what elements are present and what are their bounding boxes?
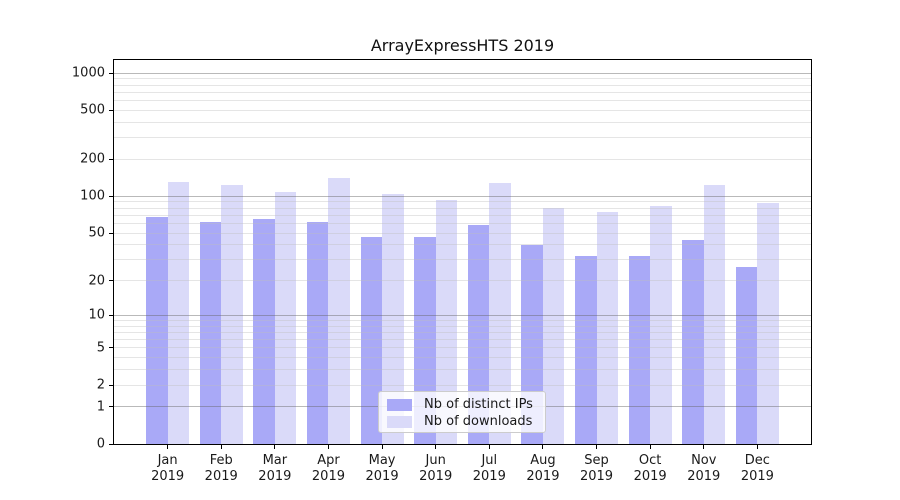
bar-distinct-ips-dec (735, 267, 758, 444)
bar-downloads-jan (167, 181, 190, 444)
bar-downloads-nov (703, 184, 726, 444)
x-tick-sep (596, 445, 598, 449)
y-tick-label-200: 200 (80, 151, 105, 167)
x-tick-label-sep: Sep 2019 (579, 453, 614, 484)
x-tick-dec (756, 445, 758, 449)
x-tick-jun (435, 445, 437, 449)
bar-distinct-ips-jul (467, 225, 490, 444)
x-tick-aug (542, 445, 544, 449)
x-tick-label-nov: Nov 2019 (687, 453, 721, 484)
gridline-minor-600 (114, 100, 811, 102)
plot-area: Nb of distinct IPs Nb of downloads (113, 59, 812, 445)
x-tick-may (381, 445, 383, 449)
x-tick-label-mar: Mar 2019 (258, 453, 292, 484)
bar-downloads-jun (435, 200, 458, 444)
y-tick-label-100: 100 (80, 188, 105, 204)
x-tick-feb (220, 445, 222, 449)
gridline-minor-400 (114, 121, 811, 123)
x-tick-apr (327, 445, 329, 449)
gridline-minor-200 (114, 158, 811, 160)
y-tick-1000 (109, 72, 114, 74)
legend-label-distinct-ips: Nb of distinct IPs (424, 397, 533, 412)
y-tick-100 (109, 195, 114, 197)
y-tick-label-50: 50 (88, 225, 105, 241)
bar-downloads-may (382, 194, 404, 444)
x-tick-label-feb: Feb 2019 (204, 453, 238, 484)
x-tick-label-jun: Jun 2019 (419, 453, 453, 484)
bar-downloads-mar (274, 192, 297, 444)
x-tick-oct (649, 445, 651, 449)
bar-downloads-sep (596, 212, 618, 444)
bar-distinct-ips-feb (199, 221, 222, 444)
gridline-minor-700 (114, 91, 811, 93)
y-tick-2 (109, 384, 114, 386)
bar-distinct-ips-apr (307, 221, 329, 444)
x-tick-jan (167, 445, 169, 449)
legend-swatch-downloads (387, 415, 412, 428)
gridline-minor-900 (114, 78, 811, 80)
y-tick-500 (109, 109, 114, 111)
bar-downloads-aug (542, 207, 565, 444)
legend-item-distinct-ips: Nb of distinct IPs (387, 396, 537, 413)
y-tick-label-0: 0 (96, 436, 105, 452)
y-tick-1 (109, 406, 114, 408)
x-tick-label-apr: Apr 2019 (311, 453, 345, 484)
bar-downloads-oct (650, 205, 672, 444)
bar-distinct-ips-jan (146, 216, 168, 444)
gridline-minor-500 (114, 109, 811, 111)
y-tick-5 (109, 347, 114, 349)
bar-downloads-apr (328, 178, 350, 444)
x-tick-label-may: May 2019 (365, 453, 399, 484)
bar-distinct-ips-nov (682, 239, 704, 444)
x-tick-label-jan: Jan 2019 (151, 453, 185, 484)
x-tick-jul (488, 445, 490, 449)
y-tick-200 (109, 158, 114, 160)
bar-distinct-ips-mar (253, 219, 275, 444)
gridline-major-1000 (114, 72, 811, 74)
y-tick-label-500: 500 (80, 102, 105, 118)
y-tick-label-1: 1 (96, 399, 105, 415)
x-tick-label-dec: Dec 2019 (740, 453, 774, 484)
legend-label-downloads: Nb of downloads (424, 414, 533, 429)
gridline-minor-800 (114, 84, 811, 86)
y-tick-label-20: 20 (88, 273, 105, 289)
legend-item-downloads: Nb of downloads (387, 413, 537, 430)
x-tick-nov (703, 445, 705, 449)
bar-downloads-feb (221, 184, 243, 444)
y-tick-10 (109, 314, 114, 316)
gridline-minor-300 (114, 137, 811, 139)
bar-distinct-ips-may (360, 237, 383, 444)
bar-downloads-dec (757, 203, 779, 444)
x-tick-label-aug: Aug 2019 (526, 453, 560, 484)
x-tick-label-jul: Jul 2019 (472, 453, 506, 484)
y-tick-label-10: 10 (88, 307, 105, 323)
bar-downloads-jul (489, 182, 511, 444)
y-tick-label-2: 2 (96, 377, 105, 393)
y-tick-0 (109, 443, 114, 445)
y-tick-label-1000: 1000 (71, 65, 105, 81)
legend: Nb of distinct IPs Nb of downloads (378, 391, 546, 433)
bar-distinct-ips-oct (628, 256, 651, 444)
x-tick-mar (274, 445, 276, 449)
bar-distinct-ips-sep (575, 256, 597, 444)
y-tick-label-5: 5 (96, 340, 105, 356)
legend-swatch-distinct-ips (387, 398, 412, 411)
y-tick-50 (109, 232, 114, 234)
y-tick-20 (109, 280, 114, 282)
x-tick-label-oct: Oct 2019 (633, 453, 667, 484)
chart-title: ArrayExpressHTS 2019 (370, 36, 555, 55)
